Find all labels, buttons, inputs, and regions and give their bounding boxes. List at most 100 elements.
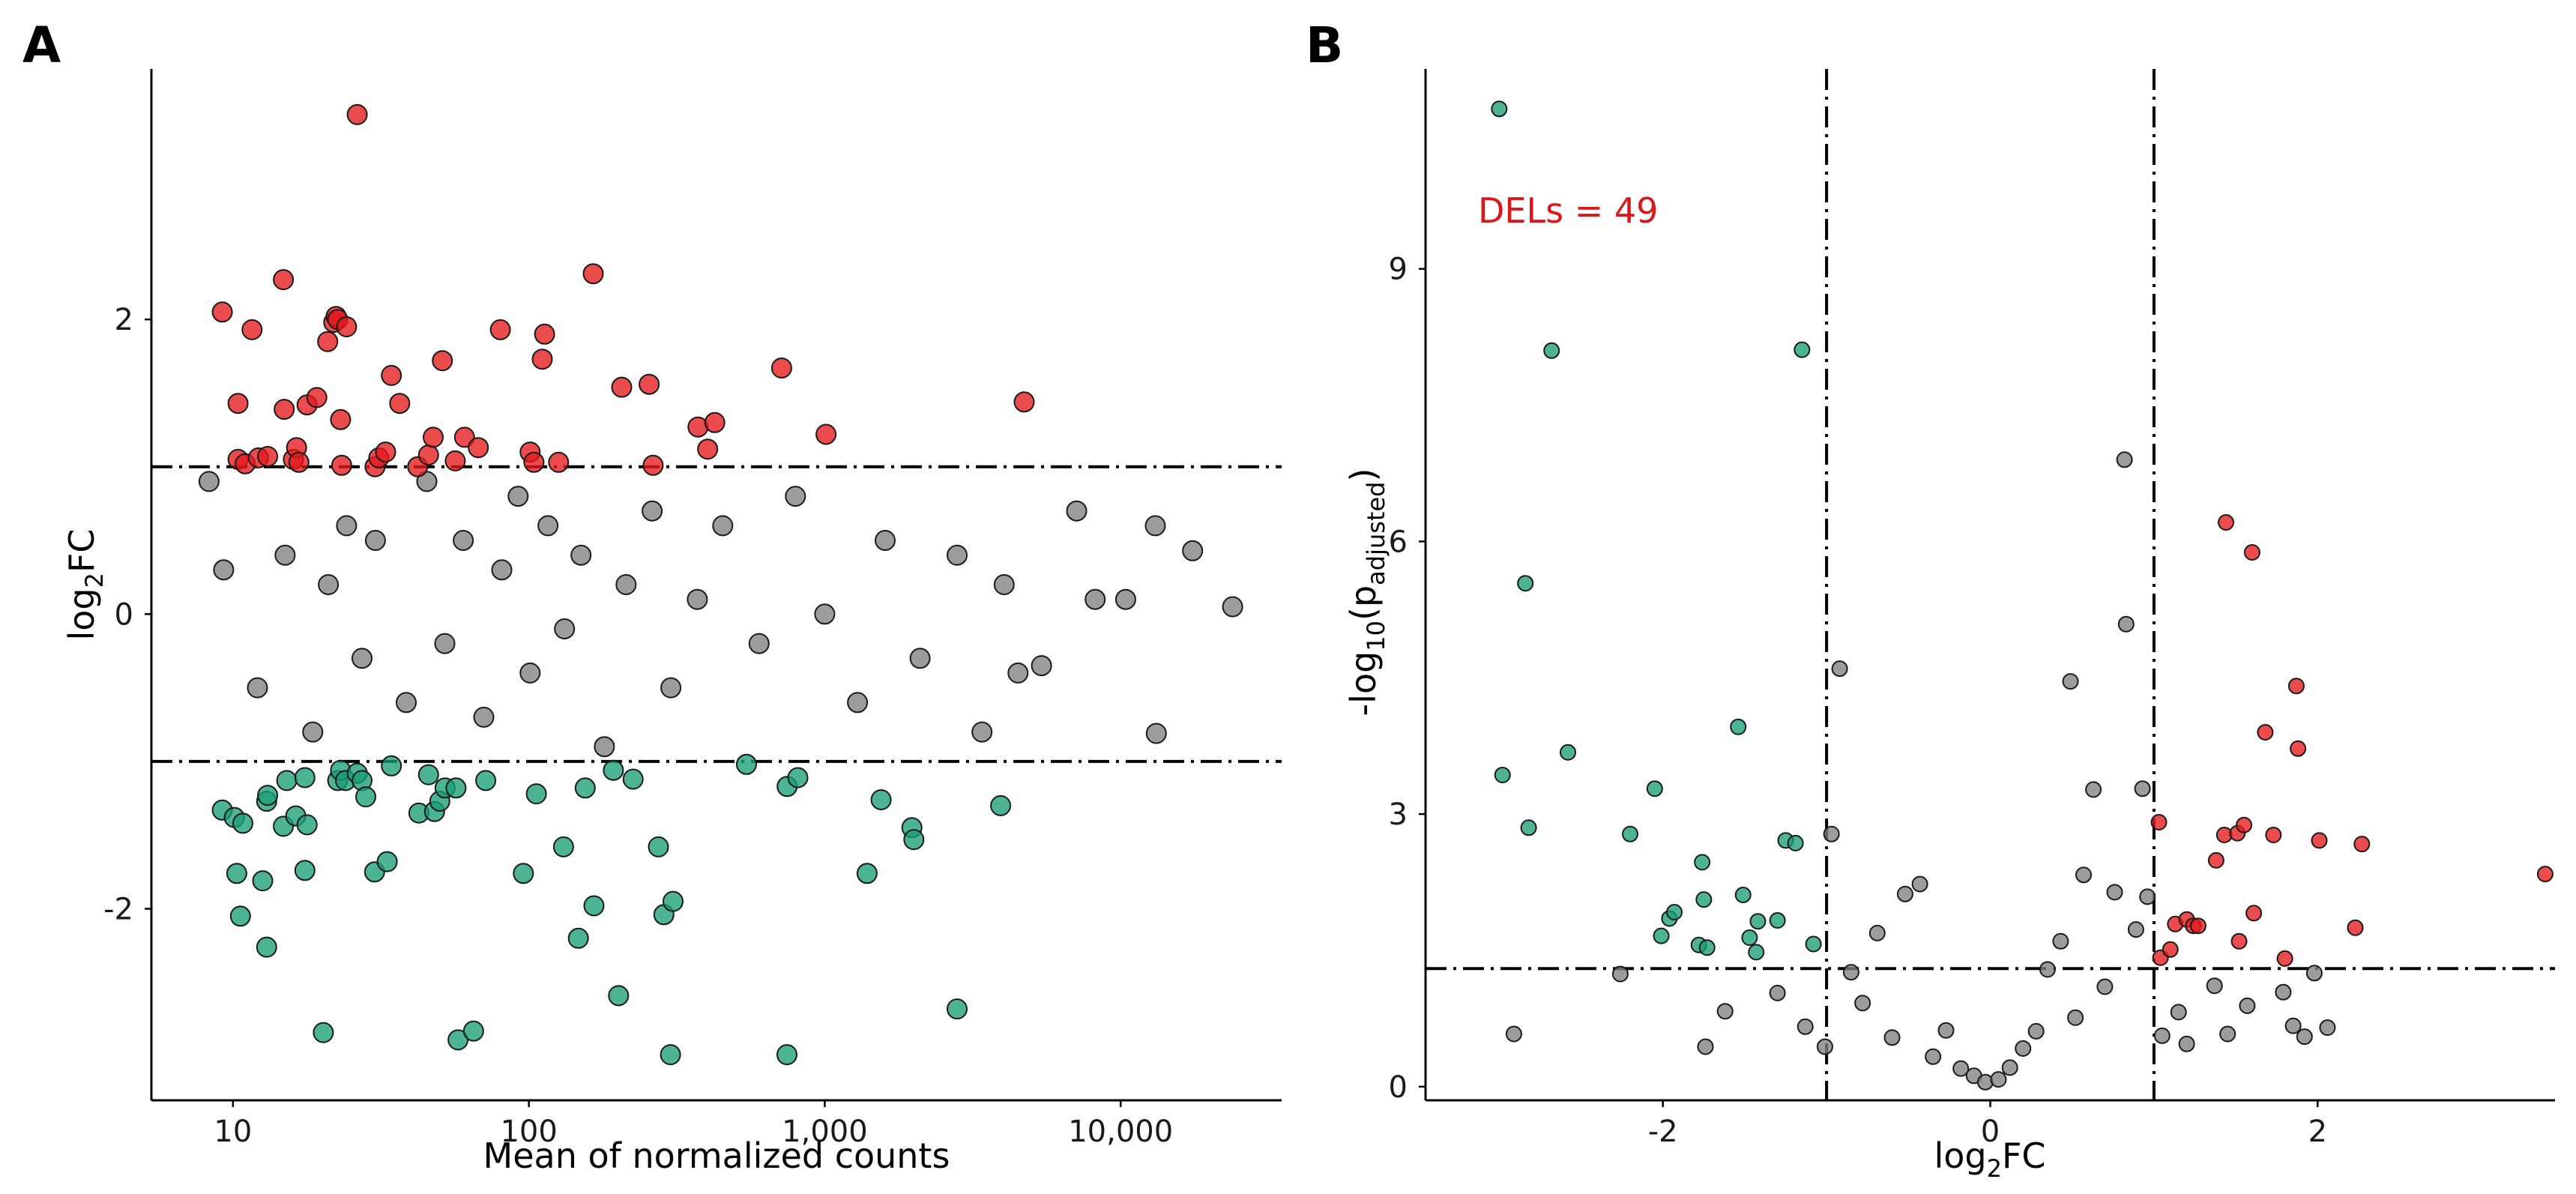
- data-point-up: [2353, 836, 2371, 853]
- data-point-ns: [1007, 662, 1029, 684]
- data-point-down: [1787, 834, 1804, 851]
- data-point-up: [2287, 678, 2305, 695]
- data-point-up: [697, 438, 719, 460]
- data-point-ns: [2027, 1022, 2045, 1040]
- panel-a-points: [198, 103, 1243, 1066]
- data-point-ns: [2062, 673, 2079, 690]
- data-point-ns: [1990, 1071, 2007, 1088]
- panel-b-letter: B: [1306, 16, 1343, 74]
- data-point-down: [1560, 744, 1576, 761]
- data-point-ns: [1854, 995, 1871, 1012]
- data-point-ns: [2106, 884, 2123, 901]
- x-tick-label: 100: [500, 1115, 557, 1149]
- data-point-ns: [2067, 1009, 2084, 1026]
- data-point-down: [294, 767, 316, 789]
- data-point-down: [736, 753, 757, 775]
- data-point-ns: [396, 692, 417, 714]
- data-point-ns: [642, 500, 663, 522]
- data-point-up: [611, 376, 633, 398]
- data-point-down: [226, 863, 247, 884]
- data-point-up: [257, 446, 279, 467]
- data-point-up: [2536, 866, 2554, 883]
- data-point-down: [603, 759, 624, 781]
- data-point-up: [489, 319, 511, 340]
- data-point-ns: [1797, 1018, 1814, 1035]
- data-point-down: [447, 1029, 469, 1051]
- y-tick-label: 0: [1389, 1070, 1408, 1105]
- data-point-up: [211, 301, 233, 323]
- data-point-ns: [2178, 1035, 2195, 1052]
- data-point-down: [776, 1044, 797, 1066]
- data-point-ns: [507, 486, 529, 507]
- data-point-up: [2162, 941, 2179, 958]
- data-point-up: [642, 454, 664, 476]
- data-point-ns: [847, 692, 869, 714]
- data-point-ns: [2296, 1028, 2313, 1046]
- data-point-down: [1622, 825, 1638, 842]
- data-point-up: [2290, 740, 2307, 757]
- data-point-ns: [993, 574, 1015, 595]
- data-point-ns: [1925, 1048, 1942, 1065]
- data-point-down: [381, 755, 402, 777]
- data-point-down: [552, 836, 574, 857]
- panel-b-reference-lines: [1426, 69, 2555, 1100]
- data-point-down: [1653, 927, 1670, 944]
- data-point-ns: [687, 588, 708, 610]
- data-point-down: [1698, 939, 1716, 956]
- data-point-down: [567, 927, 589, 949]
- data-point-up: [346, 103, 368, 125]
- data-point-up: [770, 358, 792, 379]
- data-point-up: [288, 451, 310, 473]
- data-point-ns: [1831, 660, 1848, 678]
- data-point-ns: [971, 721, 993, 743]
- data-point-down: [232, 812, 253, 834]
- data-point-down: [376, 851, 398, 872]
- data-point-up: [534, 323, 555, 345]
- data-point-down: [1794, 341, 1811, 358]
- data-point-down: [660, 1044, 681, 1066]
- data-point-down: [252, 870, 274, 892]
- data-point-up: [582, 263, 604, 285]
- data-point-ns: [1222, 596, 1243, 618]
- data-point-ns: [712, 515, 734, 537]
- data-point-down: [574, 777, 596, 799]
- data-point-ns: [352, 648, 372, 669]
- x-tick-label: -2: [1648, 1115, 1678, 1149]
- data-point-ns: [453, 530, 474, 551]
- data-point-ns: [2127, 921, 2144, 938]
- data-point-up: [2245, 905, 2263, 922]
- data-point-ns: [1816, 1038, 1833, 1055]
- data-point-up: [531, 349, 553, 370]
- data-point-down: [417, 764, 439, 786]
- panel-a-x-axis-title: Mean of normalized counts: [483, 1136, 950, 1176]
- data-point-down: [1491, 100, 1508, 118]
- data-point-down: [1741, 929, 1758, 946]
- data-point-down: [1749, 913, 1767, 930]
- data-point-up: [336, 316, 358, 337]
- data-point-down: [947, 998, 968, 1020]
- data-point-ns: [660, 677, 682, 699]
- data-point-ns: [594, 736, 615, 758]
- x-tick-label: 0: [1981, 1115, 2000, 1149]
- panel-a-x-ticks: 10 100 1,000 10,000: [214, 1100, 1173, 1149]
- panel-a-axes: [150, 69, 1282, 1102]
- dels-annotation: DELs = 49: [1478, 190, 1658, 231]
- x-tick-label: 2: [2308, 1115, 2327, 1149]
- data-point-up: [639, 373, 660, 395]
- data-point-ns: [2319, 1019, 2336, 1036]
- data-point-down: [1494, 767, 1511, 783]
- data-point-ns: [364, 530, 386, 551]
- data-point-down: [296, 814, 318, 836]
- data-point-ns: [2085, 781, 2102, 798]
- data-point-ns: [875, 530, 896, 551]
- x-tick-label: 1,000: [782, 1115, 868, 1149]
- data-point-up: [432, 350, 453, 372]
- data-point-ns: [1952, 1060, 1970, 1077]
- data-point-ns: [2096, 978, 2114, 995]
- data-point-down: [1646, 780, 1663, 797]
- data-point-up: [2150, 814, 2168, 830]
- data-point-up: [2347, 919, 2364, 936]
- data-point-ns: [2116, 451, 2133, 468]
- data-point-up: [2207, 851, 2224, 869]
- data-point-down: [1734, 887, 1752, 903]
